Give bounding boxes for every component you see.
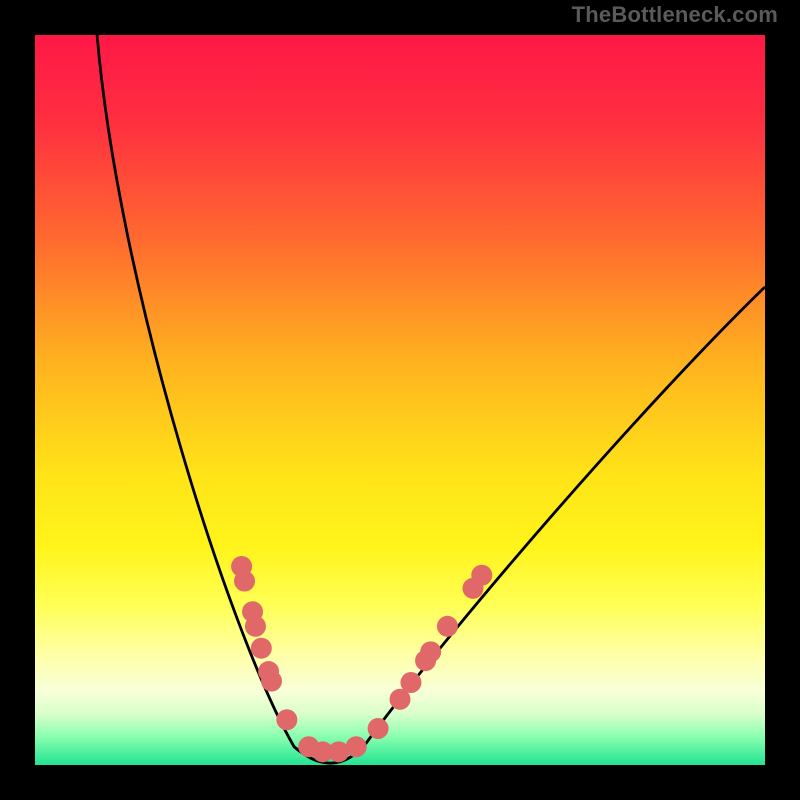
marker-point bbox=[245, 616, 266, 637]
watermark-text: TheBottleneck.com bbox=[572, 2, 778, 28]
marker-point bbox=[261, 671, 282, 692]
marker-point bbox=[400, 672, 421, 693]
marker-point bbox=[437, 616, 458, 637]
marker-point bbox=[276, 709, 297, 730]
marker-point bbox=[368, 718, 389, 739]
marker-point bbox=[420, 641, 441, 662]
chart-frame: TheBottleneck.com bbox=[0, 0, 800, 800]
bottleneck-chart bbox=[0, 0, 800, 800]
marker-point bbox=[251, 638, 272, 659]
marker-point bbox=[346, 736, 367, 757]
marker-point bbox=[471, 565, 492, 586]
marker-point bbox=[234, 571, 255, 592]
